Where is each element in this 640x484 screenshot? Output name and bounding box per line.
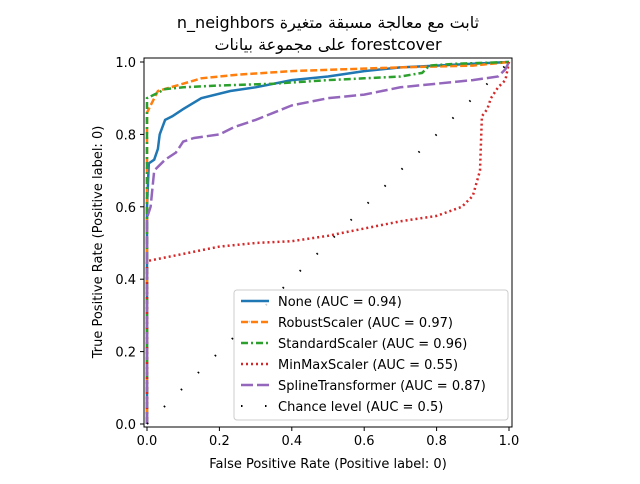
plot-area <box>145 60 511 425</box>
series-line-1 <box>145 60 510 424</box>
legend-label-2: StandardScaler (AUC = 0.96) <box>278 337 467 352</box>
x-tick-label: 0.8 <box>426 434 447 449</box>
y-axis-label: True Positive Rate (Positive label: 0) <box>91 126 106 360</box>
x-axis-ticks: 0.0 0.2 0.4 0.6 0.8 1.0 <box>137 427 520 449</box>
legend-box <box>233 289 509 421</box>
y-tick-label: 0.0 <box>115 418 136 433</box>
y-tick-label: 0.2 <box>115 346 136 361</box>
axes-frame <box>143 57 513 428</box>
x-tick-label: 0.6 <box>354 434 375 449</box>
x-tick-label: 0.2 <box>209 434 230 449</box>
series-line-2 <box>145 60 510 424</box>
x-tick-label: 0.0 <box>137 434 158 449</box>
legend-label-1: RobustScaler (AUC = 0.97) <box>278 316 453 331</box>
x-tick-label: 0.4 <box>281 434 302 449</box>
x-tick-label: 1.0 <box>499 434 520 449</box>
legend-label-0: None (AUC = 0.94) <box>278 295 402 310</box>
legend-label-3: MinMaxScaler (AUC = 0.55) <box>278 358 458 373</box>
y-tick-label: 0.8 <box>115 128 136 143</box>
x-axis-label: False Positive Rate (Positive label: 0) <box>209 457 447 472</box>
legend: None (AUC = 0.94) RobustScaler (AUC = 0.9… <box>233 289 509 421</box>
y-tick-label: 0.4 <box>115 273 136 288</box>
series-line-3 <box>145 61 511 424</box>
y-tick-label: 0.6 <box>115 201 136 216</box>
chart-title-line-1: n_neighbors ثابت مع معالجة مسبقة متغيرة <box>177 13 479 33</box>
chart-title-line-2: على مجموعة بيانات forestcover <box>214 35 442 55</box>
series-line-4 <box>145 61 511 424</box>
y-axis-ticks: 0.0 0.2 0.4 0.6 0.8 1.0 <box>115 56 144 433</box>
y-tick-label: 1.0 <box>115 56 136 71</box>
legend-label-4: SplineTransformer (AUC = 0.87) <box>278 379 486 394</box>
legend-label-5: Chance level (AUC = 0.5) <box>278 400 443 415</box>
